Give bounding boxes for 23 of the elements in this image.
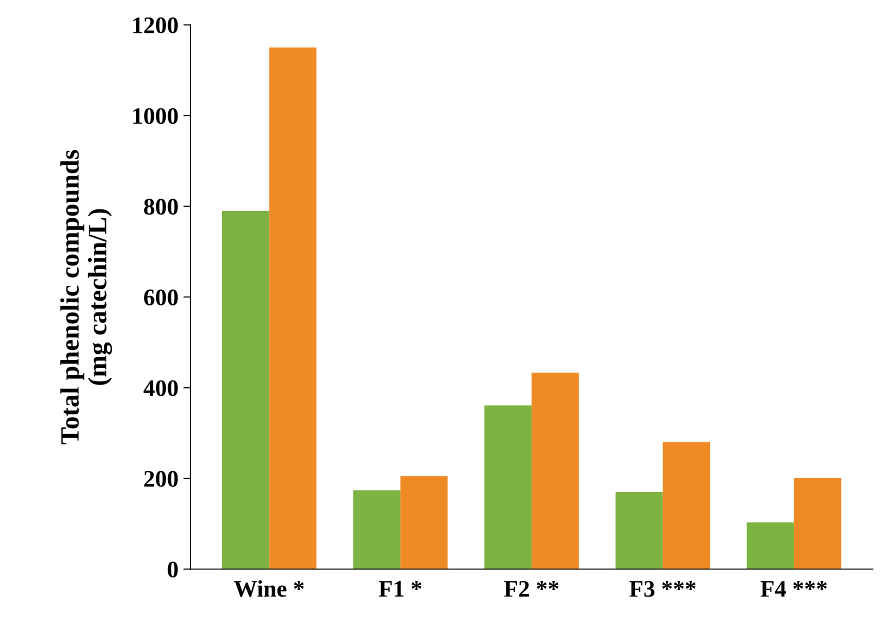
x-tick-label: Wine *	[234, 580, 304, 597]
y-tick-label: 1200	[133, 17, 178, 34]
bar	[269, 48, 316, 570]
bar	[484, 405, 532, 570]
y-tick-label: 200	[144, 470, 178, 487]
bar	[532, 372, 579, 570]
y-tick-label: 600	[144, 289, 178, 306]
bar	[746, 522, 794, 570]
y-axis-title: Total phenolic compounds (mg catechin/L)	[60, 150, 112, 444]
bar	[794, 478, 842, 570]
x-tick-label: F1 *	[378, 581, 422, 597]
bar	[662, 442, 710, 570]
y-tick-label: 0	[168, 562, 178, 578]
bar	[616, 492, 663, 570]
bar	[222, 210, 270, 570]
x-tick-label: F2 **	[504, 580, 558, 597]
y-tick-label: 1000	[133, 108, 178, 124]
y-tick-label: 800	[144, 198, 178, 215]
bar	[400, 476, 448, 570]
bar	[353, 490, 400, 570]
x-tick-label: F3 ***	[629, 580, 696, 597]
x-tick-label: F4 ***	[760, 581, 827, 597]
y-tick-label: 400	[144, 380, 178, 396]
